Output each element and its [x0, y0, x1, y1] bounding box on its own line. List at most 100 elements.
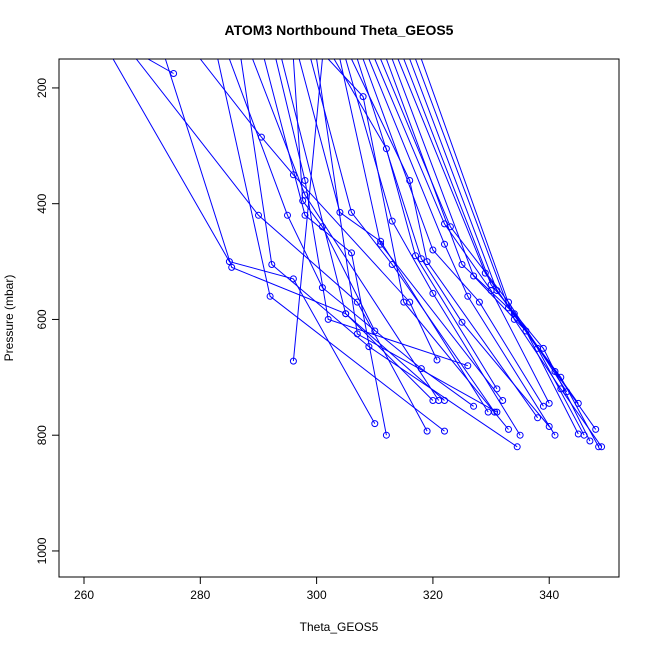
- data-point: [446, 223, 454, 231]
- y-axis-label: Pressure (mbar): [2, 275, 16, 362]
- y-tick-label: 400: [35, 193, 49, 213]
- series-line-10: [263, 59, 387, 436]
- y-tick-label: 800: [35, 425, 49, 445]
- data-point: [353, 330, 361, 338]
- series-line-21: [345, 59, 521, 436]
- data-point: [505, 425, 512, 433]
- data-point: [551, 368, 559, 375]
- data-point: [170, 70, 178, 77]
- data-point: [551, 431, 559, 439]
- series-line-29: [391, 59, 579, 435]
- y-tick-label: 200: [35, 78, 49, 98]
- data-point: [557, 385, 565, 393]
- x-tick-label: 260: [74, 588, 94, 602]
- series-line-18: [327, 59, 509, 430]
- data-point: [318, 223, 326, 231]
- series-line-14: [298, 59, 489, 413]
- series-line-24: [362, 59, 544, 407]
- data-point: [441, 397, 448, 404]
- data-point: [505, 304, 512, 312]
- data-point: [475, 298, 483, 306]
- data-point: [441, 427, 448, 435]
- data-point: [539, 344, 547, 352]
- data-point: [557, 373, 565, 381]
- x-axis: 260 280 300 320 340: [74, 576, 560, 602]
- data-point: [464, 292, 472, 300]
- series-line-17: [292, 59, 323, 362]
- y-axis: 200 400 600 800 1000: [35, 78, 60, 564]
- data-point: [433, 356, 441, 364]
- data-point: [513, 443, 521, 451]
- x-tick-label: 280: [190, 588, 210, 602]
- series-line-12: [281, 59, 445, 401]
- data-point: [382, 431, 390, 439]
- series-layer: [112, 59, 606, 451]
- data-point: [491, 408, 499, 416]
- data-point: [371, 327, 379, 335]
- data-point: [493, 287, 501, 294]
- plot-frame: [58, 58, 620, 578]
- series-line-6: [217, 59, 445, 432]
- data-point: [342, 310, 350, 318]
- data-point: [534, 414, 542, 422]
- series-line-26: [374, 59, 550, 404]
- data-point: [284, 211, 291, 219]
- series-line-13: [292, 59, 376, 332]
- data-point: [266, 292, 274, 300]
- data-point: [388, 217, 396, 225]
- data-point: [470, 402, 478, 410]
- data-point: [429, 246, 437, 254]
- data-point: [301, 211, 309, 219]
- data-point: [400, 298, 408, 306]
- data-point: [598, 443, 606, 451]
- data-point: [324, 315, 332, 323]
- data-point: [539, 402, 547, 410]
- data-point: [423, 427, 431, 435]
- data-point: [464, 362, 472, 370]
- series-line-20: [339, 59, 504, 401]
- series-line-4: [164, 59, 434, 401]
- data-point: [545, 399, 553, 407]
- series-line-1: [112, 59, 376, 424]
- data-point: [510, 315, 518, 323]
- data-point: [371, 420, 379, 428]
- y-tick-label: 600: [35, 309, 49, 329]
- series-line-22: [351, 59, 539, 419]
- data-point: [470, 272, 478, 280]
- data-point: [382, 145, 390, 153]
- data-point: [499, 397, 507, 404]
- data-point: [487, 281, 495, 289]
- series-line-32: [409, 59, 597, 430]
- series-line-31: [403, 59, 591, 442]
- data-point: [289, 275, 297, 283]
- data-point: [423, 258, 431, 266]
- data-point: [406, 177, 414, 184]
- data-point: [348, 249, 355, 257]
- data-point: [458, 261, 466, 268]
- series-line-15: [310, 59, 496, 413]
- data-point: [348, 208, 355, 216]
- chart-title: ATOM3 Northbound Theta_GEOS5: [225, 22, 454, 38]
- data-point: [301, 177, 309, 184]
- data-point: [359, 93, 367, 101]
- data-point: [299, 197, 307, 205]
- series-line-16: [316, 59, 498, 413]
- series-line-11: [275, 59, 468, 367]
- data-point: [289, 357, 297, 365]
- data-point: [417, 255, 425, 263]
- data-point: [592, 425, 600, 433]
- y-tick-label: 1000: [35, 537, 49, 564]
- x-axis-label: Theta_GEOS5: [300, 620, 379, 634]
- data-point: [586, 437, 594, 445]
- data-point: [441, 240, 448, 248]
- x-tick-label: 300: [307, 588, 327, 602]
- data-point: [255, 211, 262, 219]
- x-tick-label: 320: [423, 588, 443, 602]
- data-point: [268, 261, 276, 268]
- series-line-23: [356, 59, 550, 427]
- series-line-34: [420, 59, 603, 448]
- series-line-33: [415, 59, 600, 448]
- data-point: [429, 289, 437, 297]
- data-point: [228, 263, 236, 271]
